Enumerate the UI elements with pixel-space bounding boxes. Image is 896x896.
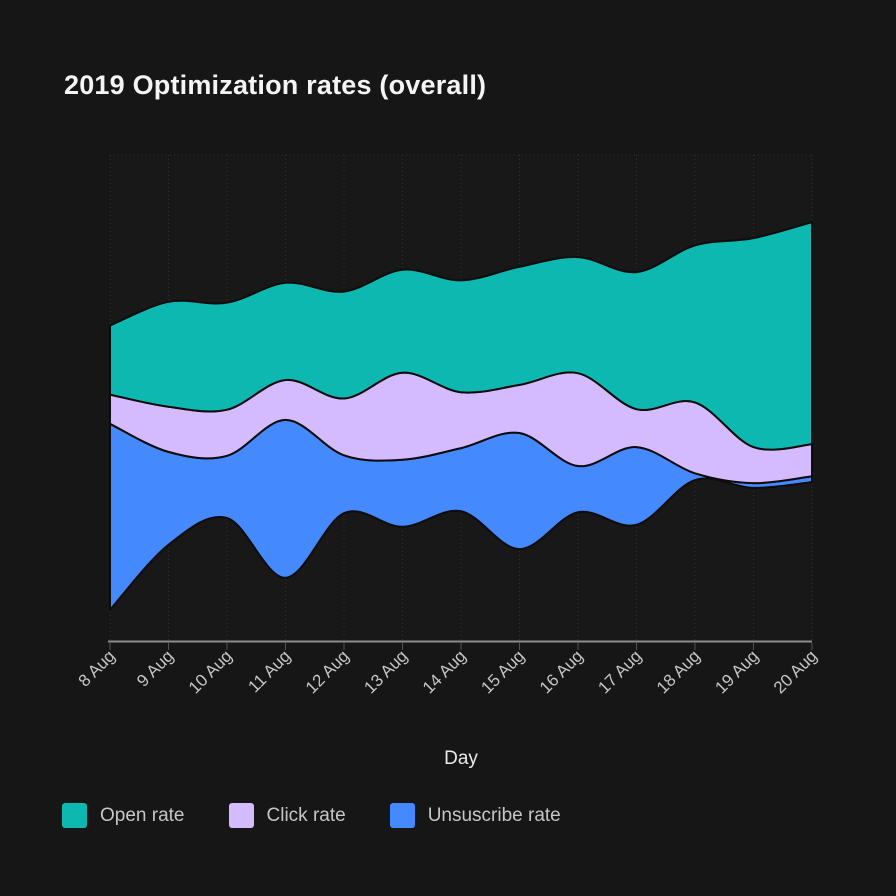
x-axis-label: 16 Aug (536, 646, 587, 697)
legend-swatch-unsuscribe-rate (389, 803, 415, 828)
legend-swatch-open-rate (62, 803, 87, 828)
x-axis-label: 14 Aug (419, 646, 470, 697)
legend-item-open-rate[interactable]: Open rate (62, 803, 185, 828)
x-axis-label: 8 Aug (75, 646, 119, 690)
x-axis-label: 13 Aug (360, 646, 411, 697)
x-axis-label: 9 Aug (133, 646, 177, 690)
legend-swatch-click-rate (228, 803, 254, 828)
x-axis-label: 10 Aug (185, 646, 236, 697)
x-axis-labels: 8 Aug 9 Aug 10 Aug 11 Aug 12 Aug 13 Aug 14 Aug… (75, 646, 821, 697)
x-axis-label: 20 Aug (770, 646, 821, 697)
x-axis-label: 18 Aug (653, 646, 704, 697)
legend-item-click-rate[interactable]: Click rate (228, 803, 346, 828)
x-axis-label: 19 Aug (711, 646, 762, 697)
stream-bands (109, 221, 813, 611)
chart-legend: Open rate Click rate Unsuscribe rate (62, 803, 561, 828)
x-axis-ticks (109, 643, 813, 650)
legend-label: Open rate (100, 804, 185, 826)
area-open-rate[interactable] (109, 221, 813, 451)
legend-label: Unsuscribe rate (427, 804, 561, 826)
x-axis-title: Day (444, 748, 478, 769)
chart-title: 2019 Optimization rates (overall) (64, 70, 487, 100)
x-axis-label: 15 Aug (477, 646, 528, 697)
x-axis-label: 11 Aug (244, 646, 294, 696)
x-axis-label: 17 Aug (594, 646, 645, 697)
legend-item-unsuscribe-rate[interactable]: Unsuscribe rate (389, 803, 561, 828)
x-axis-label: 12 Aug (302, 646, 353, 697)
legend-label: Click rate (266, 804, 346, 826)
